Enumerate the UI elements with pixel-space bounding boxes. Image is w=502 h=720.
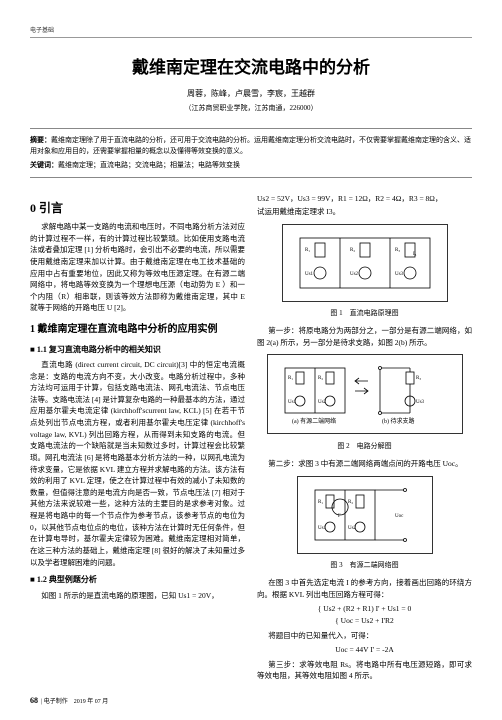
authors: 周蓉，陈峰，卢晨雪，李宸，王越群 — [30, 88, 472, 99]
affiliation: （江苏商贸职业学院，江苏南通，226000） — [30, 103, 472, 113]
svg-text:Us2: Us2 — [350, 272, 359, 277]
figure-2: R₁ R₂ Us1 Us2 R₃ Us3 (a) 有源二端网络 (b) 待求支路 图 … — [257, 354, 472, 451]
fig2b-label: (b) 待求支路 — [382, 417, 415, 425]
section-header: 电子基础 — [30, 25, 472, 38]
svg-text:Us1: Us1 — [288, 400, 297, 405]
problem-statement: 试运用戴维南定理求 I3。 — [257, 206, 472, 218]
paper-title: 戴维南定理在交流电路中的分析 — [30, 53, 472, 78]
abstract-label: 摘要： — [30, 136, 51, 144]
svg-text:Us3: Us3 — [416, 400, 425, 405]
figure-1: R₁ R₂ R₃ Us1 Us2 I₃ Us3 图 1 直流电路原理图 — [257, 224, 472, 319]
step3b-text: 将题目中的已知量代入，可得： — [257, 630, 472, 642]
section12-paragraph: 如图 1 所示的是直流电路的原理图，已知 Us1 = 20V， — [30, 590, 245, 602]
figure-3-caption: 图 3 有源二端网络图 — [257, 560, 472, 571]
step3c-text: 第三步：求等效电阻 Rs。将电路中所有电压源短路，即可求等效电阻，其等效电阻如图… — [257, 659, 472, 682]
section12-heading: ■ 1.2 典型例题分析 — [30, 574, 245, 586]
keywords-text: 戴维南定理；直流电路；交流电路；相量法；电路等效变换 — [58, 161, 240, 169]
step3a-text: 在图 3 中首先选定电流 I 的参考方向，接着画出回路的环绕方向。根据 KVL … — [257, 577, 472, 600]
figure-3: R₁ R₂ Us1 Us2 I' Uoc 图 3 有源二端网络图 — [257, 476, 472, 571]
abstract-text: 戴维南定理除了用于直流电路的分析，还可用于交流电路的分析。运用戴维南定理分析交流… — [30, 136, 471, 155]
equation-1a: { Us2 + (R2 + R1) I' + Us1 = 0 — [257, 603, 472, 615]
figure-2-caption: 图 2 电路分解图 — [257, 441, 472, 452]
section1-heading: 1 戴维南定理在直流电路中分析的应用实例 — [30, 322, 245, 338]
svg-text:R₂: R₂ — [350, 248, 355, 253]
svg-text:Us2: Us2 — [318, 400, 327, 405]
fig2a-label: (a) 有源二端网络 — [292, 417, 336, 425]
given-values: Us2 = 52V，Us3 = 99V，R1 = 12Ω，R2 = 4Ω，R3 … — [257, 193, 472, 205]
svg-text:R₁: R₁ — [288, 376, 293, 381]
intro-paragraph: 求解电路中某一支路的电流和电压时，不同电路分析方法对应的计算过程不一样，有的计算… — [30, 221, 245, 314]
svg-text:I': I' — [338, 514, 341, 519]
publication-info: | 电子制作 2019 年 07 月 — [41, 696, 108, 705]
right-column: Us2 = 52V，Us3 = 99V，R1 = 12Ω，R2 = 4Ω，R3 … — [257, 193, 472, 685]
svg-text:Us2: Us2 — [348, 526, 357, 531]
equation-2: Uoc = 44V I' = -2A — [257, 644, 472, 656]
svg-text:Us3: Us3 — [395, 272, 404, 277]
circuit-diagram-3: R₁ R₂ Us1 Us2 I' Uoc — [310, 485, 420, 545]
svg-text:R₂: R₂ — [348, 500, 353, 505]
svg-text:Uoc: Uoc — [395, 514, 404, 519]
keywords-label: 关键词： — [30, 161, 58, 169]
svg-text:Us1: Us1 — [318, 526, 327, 531]
svg-text:R₂: R₂ — [318, 376, 323, 381]
circuit-diagram-2: R₁ R₂ Us1 Us2 R₃ Us3 (a) 有源二端网络 (b) 待求支路 — [280, 363, 450, 425]
page-footer: 68 | 电子制作 2019 年 07 月 — [30, 696, 472, 705]
svg-text:R₃: R₃ — [395, 248, 400, 253]
section11-paragraph: 直流电路 (direct current circuit, DC circuit… — [30, 359, 245, 568]
left-column: 0 引言 求解电路中某一支路的电流和电压时，不同电路分析方法对应的计算过程不一样… — [30, 193, 245, 685]
svg-text:Us1: Us1 — [305, 272, 314, 277]
svg-text:R₁: R₁ — [305, 248, 310, 253]
circuit-diagram-1: R₁ R₂ R₃ Us1 Us2 I₃ Us3 — [295, 233, 435, 293]
svg-text:R₃: R₃ — [416, 376, 421, 381]
step2-text: 第二步：求图 3 中有源二端网络两端点间的开路电压 Uoc。 — [257, 458, 472, 470]
intro-heading: 0 引言 — [30, 199, 245, 218]
equation-1b: { Uoc = Us2 + I'R2 — [257, 615, 472, 627]
content-columns: 0 引言 求解电路中某一支路的电流和电压时，不同电路分析方法对应的计算过程不一样… — [30, 193, 472, 685]
page-number: 68 — [30, 696, 38, 705]
section11-heading: ■ 1.1 复习直流电路分析中的相关知识 — [30, 344, 245, 356]
svg-text:R₁: R₁ — [318, 500, 323, 505]
svg-text:I₃: I₃ — [413, 252, 417, 257]
step1-text: 第一步：将原电路分为两部分之，一部分是有源二端网络，如图 2(a) 所示，另一部… — [257, 325, 472, 348]
abstract-block: 摘要：戴维南定理除了用于直流电路的分析，还可用于交流电路的分析。运用戴维南定理分… — [30, 128, 472, 178]
figure-1-caption: 图 1 直流电路原理图 — [257, 308, 472, 319]
